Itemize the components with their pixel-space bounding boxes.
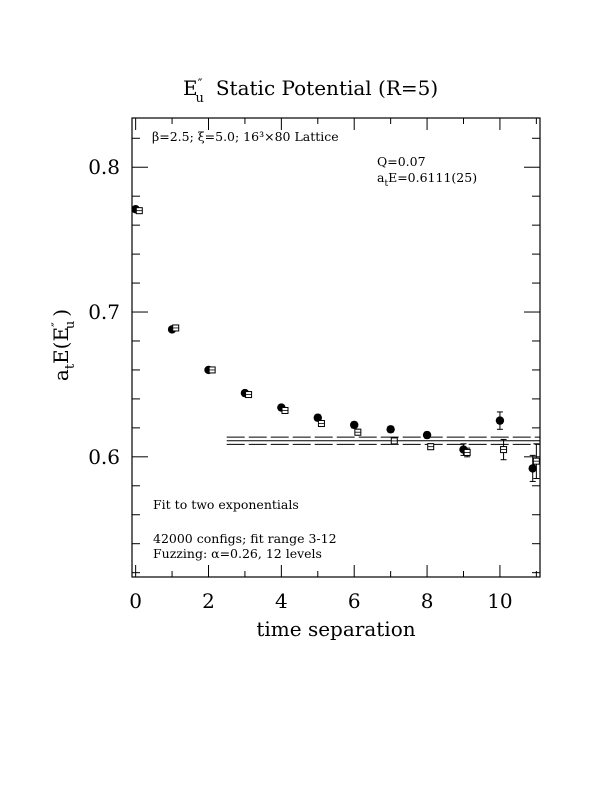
x-tick-label: 10 — [487, 589, 512, 613]
annotation-lattice: β=2.5; ξ=5.0; 16³×80 Lattice — [152, 129, 339, 144]
energy-sub: t — [384, 179, 388, 189]
chart-title: E″ u Static Potential (R=5) — [183, 76, 438, 106]
x-tick-label: 8 — [421, 589, 434, 613]
data-point-circle — [422, 430, 432, 440]
data-point-circle — [528, 464, 537, 473]
y-tick-label: 0.8 — [88, 155, 120, 179]
y-tick-labels: 0.6 0.7 0.8 — [88, 155, 120, 469]
data-point-circle — [350, 420, 359, 430]
fit-band — [226, 436, 540, 445]
ylabel-sup: ″ — [50, 322, 65, 327]
energy-rest: E=0.6111(25) — [388, 170, 477, 185]
annotation-q: Q=0.07 — [377, 154, 426, 169]
energy-a: a — [377, 170, 385, 185]
ylabel-sub1: t — [63, 363, 78, 369]
title-sup: ″ — [198, 77, 203, 92]
annotation-fit-type: Fit to two exponentials — [153, 497, 299, 512]
x-tick-label: 0 — [129, 589, 142, 613]
ylabel-sub2: u — [63, 321, 78, 329]
x-tick-label: 2 — [202, 589, 215, 613]
ylabel-close: ) — [49, 309, 73, 317]
plot-frame — [131, 117, 541, 578]
data-point-circle — [386, 425, 395, 434]
ylabel-mid: E(E — [49, 327, 73, 364]
ylabel-a: a — [49, 369, 73, 381]
annotation-configs: 42000 configs; fit range 3-12 — [153, 531, 337, 546]
y-tick-label: 0.7 — [88, 300, 120, 324]
annotation-energy: atE=0.6111(25) — [377, 170, 477, 189]
annotation-fuzzing: Fuzzing: α=0.26, 12 levels — [153, 546, 322, 561]
x-tick-labels: 0 2 4 6 8 10 — [129, 589, 512, 613]
x-tick-label: 4 — [275, 589, 288, 613]
title-sub: u — [195, 91, 203, 106]
axis-ticks — [132, 118, 540, 577]
y-tick-label: 0.6 — [88, 445, 120, 469]
data-points — [131, 205, 540, 482]
x-axis-label: time separation — [256, 617, 415, 641]
title-main: Static Potential (R=5) — [216, 76, 438, 100]
data-point-circle — [313, 413, 322, 422]
data-point-circle — [495, 416, 505, 425]
x-tick-label: 6 — [348, 589, 361, 613]
y-axis-label: atE(E″u) — [49, 309, 78, 381]
title-e: E — [183, 76, 198, 100]
